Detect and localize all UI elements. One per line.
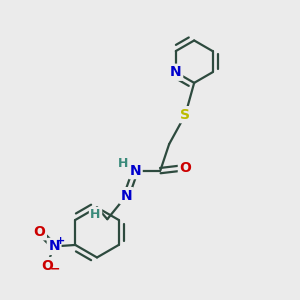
Text: N: N [48, 239, 60, 254]
Text: N: N [130, 164, 141, 178]
Text: H: H [118, 157, 128, 170]
Text: O: O [41, 259, 53, 273]
Text: +: + [56, 236, 65, 245]
Text: N: N [170, 65, 182, 79]
Text: S: S [180, 108, 190, 122]
Text: H: H [90, 208, 101, 221]
Text: N: N [121, 189, 132, 202]
Text: O: O [179, 161, 191, 175]
Text: −: − [50, 262, 60, 275]
Text: O: O [34, 225, 45, 239]
